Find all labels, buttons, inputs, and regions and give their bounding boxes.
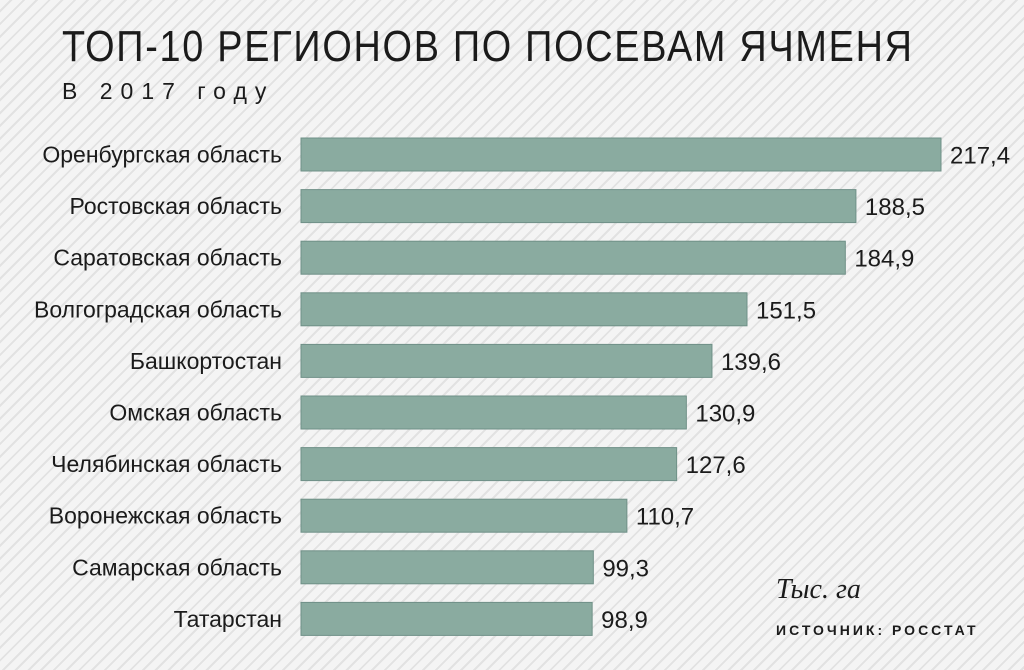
category-label: Ростовская область — [69, 193, 282, 219]
category-label: Башкортостан — [130, 348, 282, 374]
value-label: 98,9 — [601, 607, 648, 634]
bar — [300, 189, 857, 224]
value-label: 110,7 — [636, 504, 694, 531]
category-label: Омская область — [109, 400, 282, 426]
bar — [300, 343, 713, 378]
bar — [300, 447, 678, 482]
value-label: 184,9 — [854, 246, 914, 273]
chart-subtitle: В 2017 году — [62, 78, 275, 104]
value-label: 130,9 — [695, 401, 755, 428]
bar — [300, 240, 846, 275]
value-label: 139,6 — [721, 349, 781, 376]
bar — [300, 601, 593, 636]
unit-label: Тыс. га — [776, 574, 861, 605]
category-label: Воронежская область — [49, 503, 282, 529]
bar — [300, 550, 594, 585]
value-label: 127,6 — [686, 452, 746, 479]
bar — [300, 395, 687, 430]
bar — [300, 292, 748, 327]
chart-title: ТОП-10 РЕГИОНОВ ПО ПОСЕВАМ ЯЧМЕНЯ — [62, 22, 914, 71]
bar — [300, 498, 628, 533]
category-label: Волгоградская область — [34, 296, 282, 322]
value-label: 151,5 — [756, 297, 816, 324]
category-label: Самарская область — [72, 554, 282, 580]
category-label: Саратовская область — [53, 245, 282, 271]
category-label: Челябинская область — [51, 451, 282, 477]
category-label: Татарстан — [174, 606, 282, 632]
category-label: Оренбургская область — [42, 142, 282, 168]
bar — [300, 137, 942, 172]
value-label: 188,5 — [865, 194, 925, 221]
value-label: 99,3 — [602, 555, 649, 582]
value-label: 217,4 — [950, 143, 1010, 170]
source-note: ИСТОЧНИК: РОССТАТ — [776, 622, 979, 638]
